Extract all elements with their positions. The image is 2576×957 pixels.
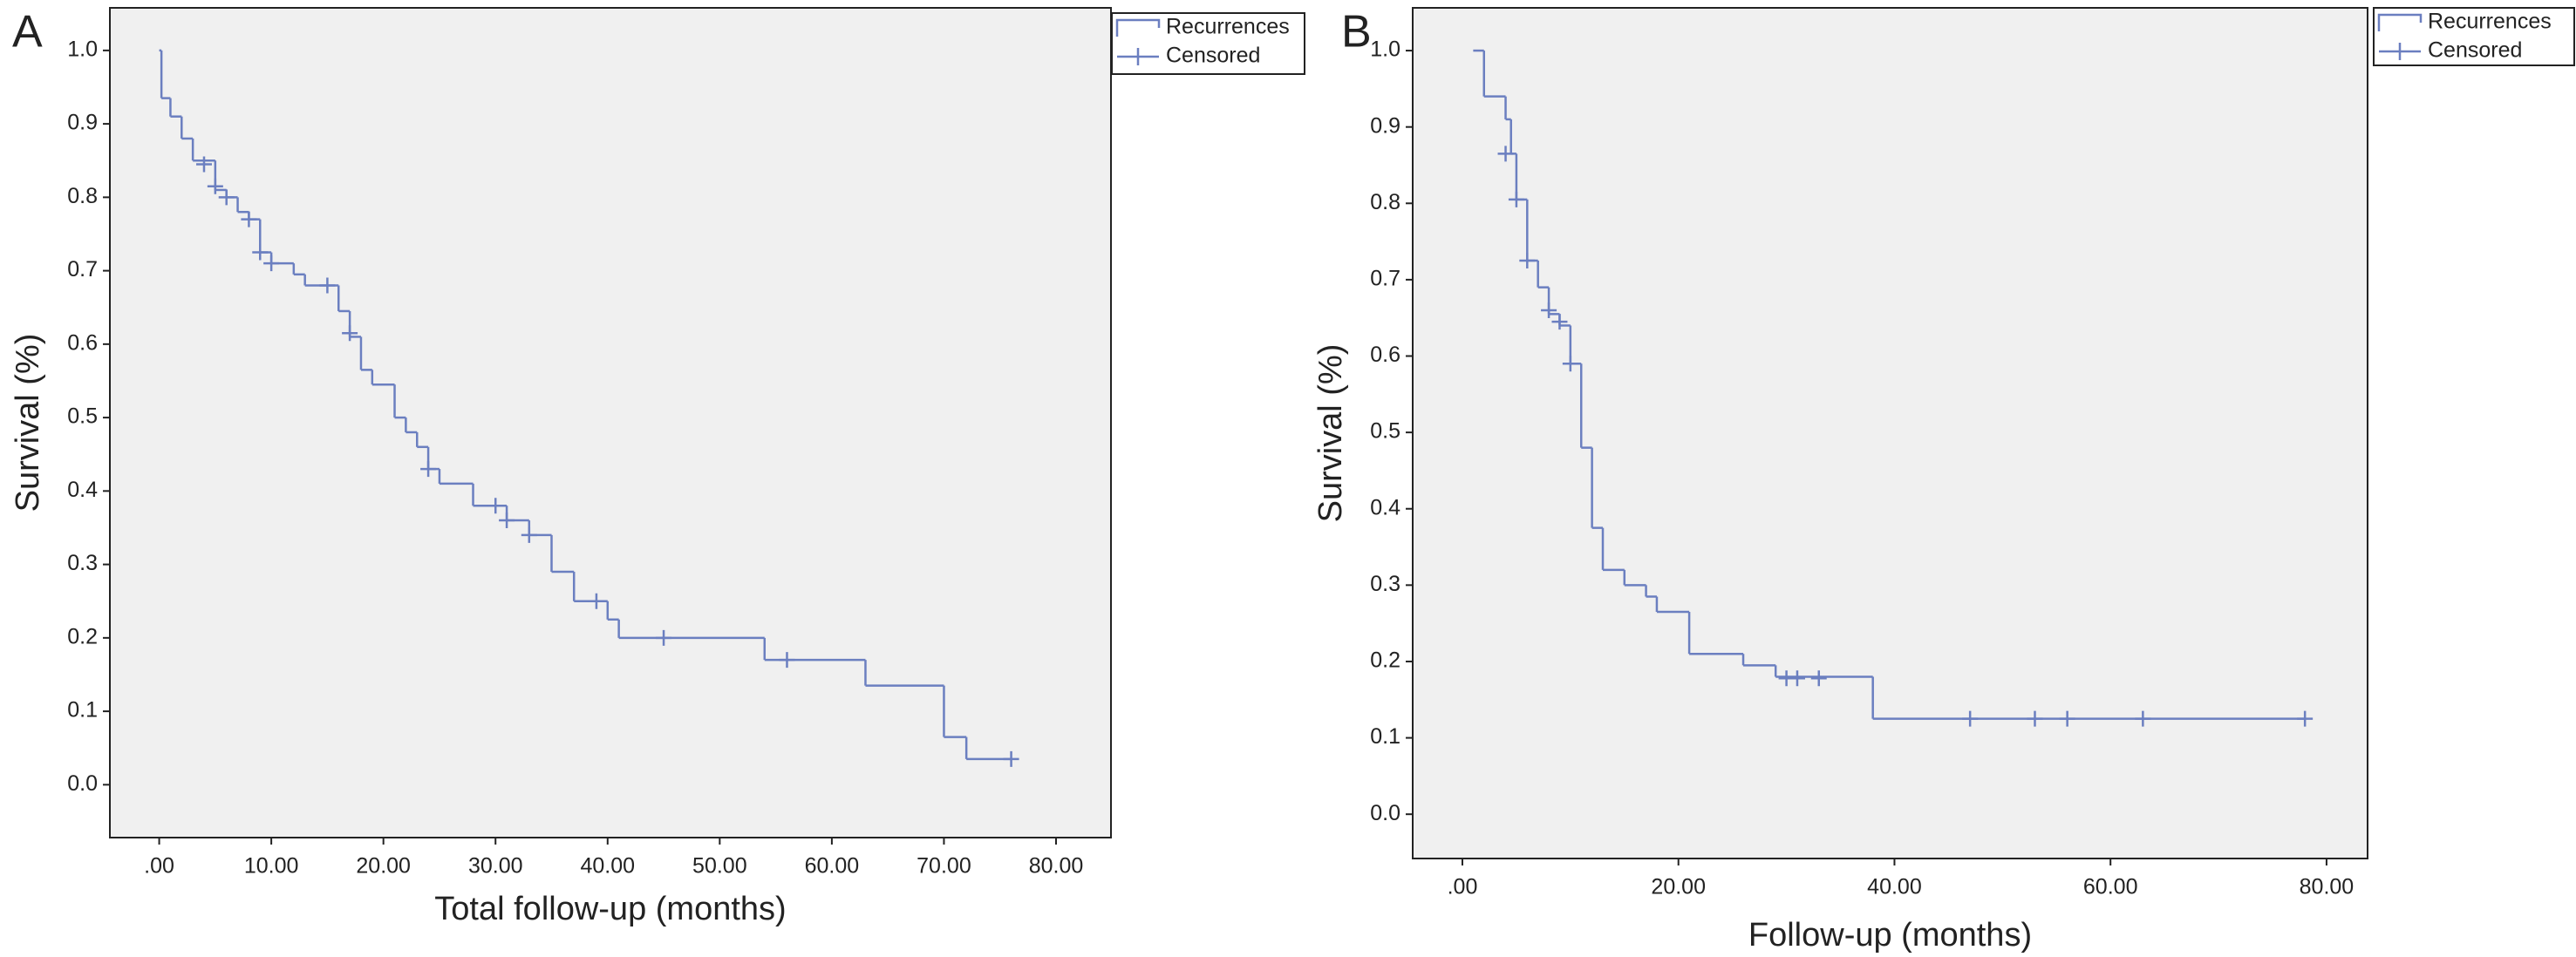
legend-swatch xyxy=(1117,48,1159,65)
censor-mark xyxy=(342,325,358,342)
legend-label: Recurrences xyxy=(1166,15,1290,39)
y-tick-label: 0.9 xyxy=(67,111,98,135)
censor-mark xyxy=(588,593,604,609)
x-tick-label: 70.00 xyxy=(917,854,971,879)
censor-mark xyxy=(2027,710,2043,727)
censor-mark xyxy=(1789,670,1805,687)
y-tick-label: 0.5 xyxy=(1370,419,1400,444)
legend-swatch xyxy=(2377,13,2423,31)
y-tick-label: 0.3 xyxy=(67,551,98,575)
y-tick-label: 1.0 xyxy=(1370,37,1400,62)
y-tick-label: 0.6 xyxy=(67,330,98,355)
censor-mark xyxy=(241,211,257,227)
y-tick-label: 0.7 xyxy=(67,257,98,282)
censor-mark xyxy=(656,629,672,646)
censor-mark xyxy=(1962,710,1979,727)
censor-mark xyxy=(1497,146,1514,162)
legend-swatch xyxy=(1115,18,1161,37)
y-tick-label: 0.8 xyxy=(1370,190,1400,214)
censor-mark xyxy=(2059,710,2075,727)
censor-mark xyxy=(420,461,437,478)
panel-label: A xyxy=(12,7,43,58)
censor-mark xyxy=(1541,302,1557,318)
censor-mark xyxy=(487,498,504,514)
y-tick-label: 0.1 xyxy=(1370,724,1400,749)
censor-mark xyxy=(195,156,212,173)
x-tick-label: 60.00 xyxy=(2083,875,2138,899)
y-tick-label: 0.5 xyxy=(67,404,98,429)
y-tick-label: 0.6 xyxy=(1370,343,1400,367)
legend-label: Recurrences xyxy=(2428,10,2552,34)
x-tick-label: 80.00 xyxy=(1029,854,1084,879)
x-tick-label: 80.00 xyxy=(2300,875,2355,899)
x-tick-label: 40.00 xyxy=(1867,875,1922,899)
legend-box xyxy=(2373,7,2575,66)
y-axis-title: Survival (%) xyxy=(10,334,46,512)
censor-mark xyxy=(521,526,537,543)
legend-swatch xyxy=(2379,43,2421,60)
censor-mark xyxy=(1810,670,1827,687)
x-tick-label: .00 xyxy=(144,854,174,879)
y-tick-label: 0.0 xyxy=(67,771,98,796)
x-axis-title: Total follow-up (months) xyxy=(434,891,786,927)
y-tick-label: 1.0 xyxy=(67,37,98,61)
legend-box xyxy=(1111,12,1305,75)
censor-mark xyxy=(2135,710,2151,727)
censor-mark xyxy=(252,244,269,261)
x-tick-label: 30.00 xyxy=(468,854,523,879)
censor-mark xyxy=(263,255,280,272)
y-axis-title: Survival (%) xyxy=(1312,344,1349,523)
censor-mark xyxy=(1519,252,1536,268)
y-tick-label: 0.1 xyxy=(67,698,98,723)
y-tick-label: 0.8 xyxy=(67,184,98,208)
x-tick-label: 40.00 xyxy=(581,854,636,879)
censor-mark xyxy=(499,512,515,529)
censor-mark xyxy=(218,189,235,206)
censor-mark xyxy=(779,652,795,669)
y-tick-label: 0.3 xyxy=(1370,572,1400,596)
x-tick-label: 50.00 xyxy=(692,854,747,879)
y-tick-label: 0.0 xyxy=(1370,801,1400,825)
y-tick-label: 0.4 xyxy=(67,478,98,502)
x-tick-label: 60.00 xyxy=(805,854,860,879)
x-tick-label: 20.00 xyxy=(356,854,411,879)
censor-mark xyxy=(1003,750,1019,767)
x-tick-label: 10.00 xyxy=(244,854,299,879)
y-tick-label: 0.4 xyxy=(1370,495,1400,519)
censor-mark xyxy=(2297,710,2314,727)
x-tick-label: 20.00 xyxy=(1651,875,1706,899)
x-axis-title: Follow-up (months) xyxy=(1748,917,2032,954)
censor-mark xyxy=(1562,356,1578,372)
legend-label: Censored xyxy=(1166,44,1260,68)
censor-mark xyxy=(1551,314,1568,330)
y-tick-label: 0.2 xyxy=(1370,648,1400,673)
plot-area xyxy=(109,7,1112,838)
plot-area xyxy=(1412,7,2368,859)
legend-label: Censored xyxy=(2428,38,2522,63)
y-tick-label: 0.9 xyxy=(1370,113,1400,138)
censor-mark xyxy=(207,178,223,194)
panel-label: B xyxy=(1341,7,1372,58)
x-tick-label: .00 xyxy=(1448,875,1478,899)
censor-mark xyxy=(1508,191,1524,207)
y-tick-label: 0.7 xyxy=(1370,267,1400,291)
y-tick-label: 0.2 xyxy=(67,624,98,648)
censor-mark xyxy=(319,277,336,294)
